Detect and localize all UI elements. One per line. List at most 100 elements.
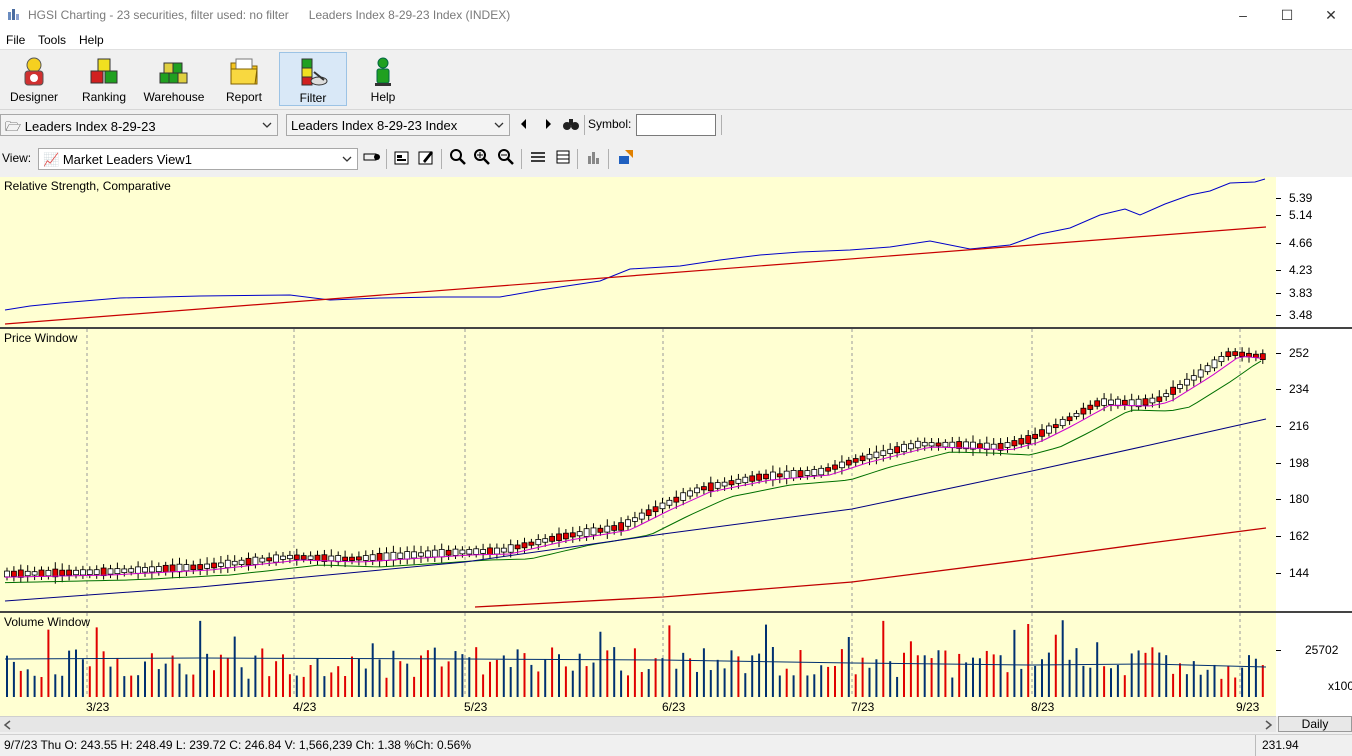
candle-body <box>211 562 217 569</box>
candle-body <box>466 549 473 555</box>
candle-body <box>818 467 825 476</box>
price-chart <box>4 329 1267 611</box>
toolbar-separator <box>608 149 609 169</box>
zoom-icon[interactable] <box>449 148 467 166</box>
minimize-button[interactable]: – <box>1239 7 1247 23</box>
designer-button[interactable]: Designer <box>0 52 68 106</box>
candle-body <box>1177 384 1183 389</box>
candle-body <box>756 473 762 481</box>
toolbar-separator <box>441 149 442 169</box>
menu-help[interactable]: Help <box>79 33 104 47</box>
menu-file[interactable]: File <box>6 33 26 47</box>
scroll-left-icon[interactable] <box>2 719 14 731</box>
security-select[interactable]: Leaders Index 8-29-23 Index <box>286 114 510 136</box>
candle-body <box>638 512 645 520</box>
scroll-right-icon[interactable] <box>1262 719 1274 731</box>
moving-average-mid <box>4 360 1262 584</box>
date-axis-label: 5/23 <box>464 700 488 714</box>
bar-chart-icon[interactable] <box>585 148 603 166</box>
price-tick-label: 216 <box>1289 419 1310 433</box>
toolbar-separator <box>721 115 722 135</box>
axis-corner <box>1276 697 1352 716</box>
candle-body <box>473 548 480 555</box>
candle-body <box>576 531 583 537</box>
candle-body <box>307 555 314 560</box>
volume-chart <box>4 613 1267 697</box>
folder-select[interactable]: 🗁 Leaders Index 8-29-23 <box>0 114 278 136</box>
close-button[interactable]: ✕ <box>1325 7 1337 23</box>
candle-body <box>894 446 900 454</box>
view-row: View: 📈 Market Leaders View1 <box>0 143 1352 175</box>
candle-body <box>873 451 880 459</box>
export-icon[interactable] <box>617 148 635 166</box>
candle-body <box>1184 378 1190 386</box>
view-settings-icon[interactable] <box>363 148 381 166</box>
report-button[interactable]: Report <box>210 52 278 106</box>
period-daily-button[interactable]: Daily <box>1278 716 1352 732</box>
candle-body <box>259 557 266 563</box>
ranking-button[interactable]: Ranking <box>70 52 138 106</box>
moving-average-long <box>474 527 1267 608</box>
view-select[interactable]: 📈 Market Leaders View1 <box>38 148 358 170</box>
candle-body <box>811 469 818 476</box>
properties-icon[interactable] <box>393 148 411 166</box>
edit-view-icon[interactable] <box>417 148 435 166</box>
candle-body <box>238 559 245 565</box>
symbol-label: Symbol: <box>588 117 632 131</box>
candle-body <box>31 571 38 576</box>
candle-body <box>80 569 86 576</box>
candle-body <box>480 549 487 554</box>
candle-body <box>487 547 493 555</box>
candle-body <box>549 535 555 542</box>
candle-body <box>1218 356 1225 363</box>
find-binoculars-icon[interactable] <box>562 115 580 133</box>
candle-body <box>1011 440 1018 447</box>
symbol-input[interactable] <box>636 114 716 136</box>
candle-body <box>100 567 107 577</box>
candle-body <box>59 569 66 576</box>
status-text: 9/7/23 Thu O: 243.55 H: 248.49 L: 239.72… <box>4 738 471 752</box>
horizontal-scrollbar[interactable] <box>0 716 1276 732</box>
candle-body <box>1101 398 1107 406</box>
candle-body <box>645 509 652 516</box>
candle-body <box>190 564 197 571</box>
candle-body <box>921 441 928 447</box>
candle-body <box>990 443 997 450</box>
candle-body <box>514 544 521 550</box>
candle-body <box>321 554 328 562</box>
candle-body <box>839 461 845 469</box>
candle-body <box>107 568 114 575</box>
selector-row: 🗁 Leaders Index 8-29-23 Leaders Index 8-… <box>0 111 1352 141</box>
warehouse-button[interactable]: Warehouse <box>140 52 208 106</box>
menu-tools[interactable]: Tools <box>38 33 67 47</box>
previous-security-icon[interactable] <box>515 115 533 133</box>
rs-tick-label: 4.23 <box>1289 263 1313 277</box>
compress-chart-icon[interactable] <box>529 148 547 166</box>
candle-body <box>535 539 542 546</box>
date-axis-label: 3/23 <box>86 700 110 714</box>
candle-body <box>135 566 142 574</box>
candle-body <box>866 453 873 460</box>
data-table-icon[interactable] <box>554 148 572 166</box>
panel-divider[interactable] <box>0 611 1352 613</box>
price-panel: Price Window <box>0 329 1276 611</box>
volume-tick <box>1276 650 1281 651</box>
candle-body <box>349 556 355 561</box>
candle-body <box>1018 438 1025 445</box>
zoom-out-icon[interactable] <box>497 148 515 166</box>
volume-average-line <box>4 657 1267 668</box>
price-tick <box>1276 353 1281 354</box>
candle-body <box>666 499 673 506</box>
help-button[interactable]: Help <box>349 52 417 106</box>
filter-button[interactable]: Filter <box>279 52 347 106</box>
panel-divider[interactable] <box>0 327 1352 329</box>
zoom-in-icon[interactable] <box>473 148 491 166</box>
maximize-button[interactable]: ☐ <box>1280 7 1294 23</box>
candle-body <box>1190 375 1197 381</box>
candle-body <box>245 557 252 566</box>
rs-tick <box>1276 315 1281 316</box>
candle-body <box>749 475 756 482</box>
candle-body <box>418 552 424 557</box>
price-tick-label: 144 <box>1289 566 1310 580</box>
next-security-icon[interactable] <box>539 115 557 133</box>
